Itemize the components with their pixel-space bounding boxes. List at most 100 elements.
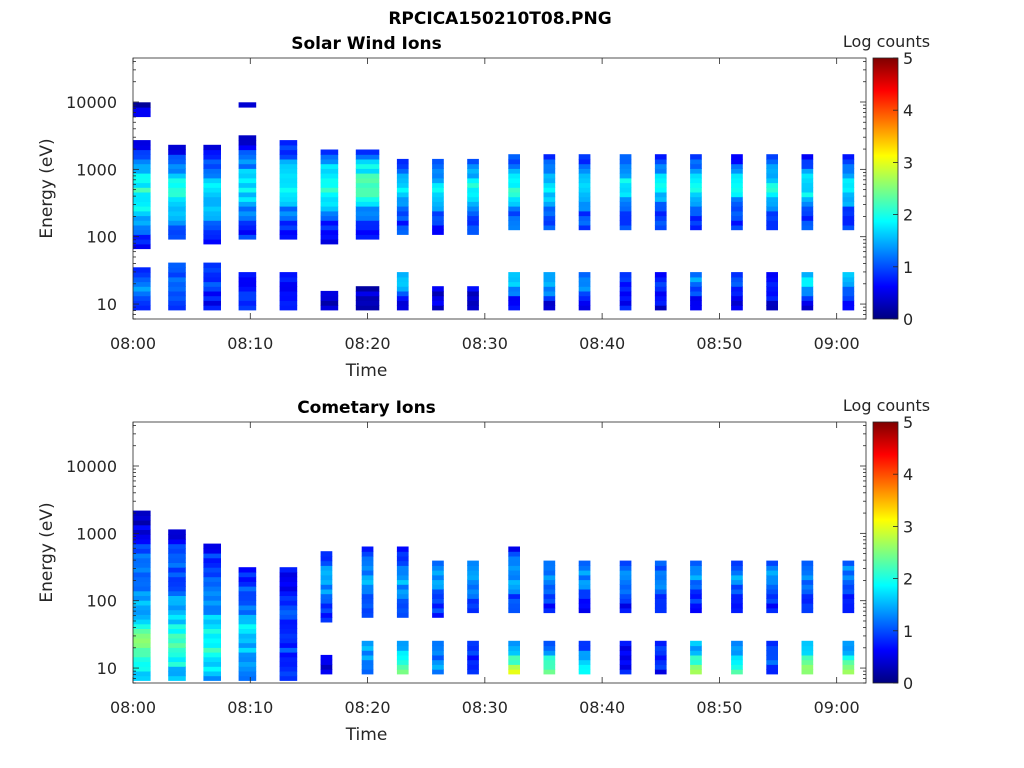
- heatmap-cell: [396, 546, 409, 552]
- heatmap-cell: [361, 555, 374, 562]
- heatmap-cell: [766, 570, 778, 576]
- heatmap-cell: [731, 187, 743, 193]
- heatmap-cell: [396, 290, 409, 297]
- heatmap-cell: [320, 617, 333, 623]
- heatmap-cell: [432, 664, 444, 670]
- heatmap-cell: [203, 548, 221, 554]
- heatmap-cell: [801, 163, 814, 169]
- heatmap-cell: [467, 603, 479, 609]
- heatmap-cell: [238, 281, 257, 287]
- heatmap-cell: [801, 565, 814, 571]
- heatmap-cell: [619, 300, 632, 306]
- heatmap-cell: [467, 229, 479, 235]
- heatmap-cell: [731, 574, 743, 581]
- heatmap-cell: [168, 210, 186, 217]
- heatmap-cell: [355, 305, 380, 311]
- heatmap-cell: [543, 654, 556, 661]
- heatmap-cell: [168, 262, 186, 268]
- heatmap-cell: [766, 654, 778, 661]
- heatmap-cell: [842, 650, 855, 656]
- colorbar-tick-label: 2: [903, 570, 913, 589]
- heatmap-cell: [133, 567, 151, 573]
- heatmap-cell: [396, 612, 409, 618]
- colorbar-label: Log counts: [843, 396, 930, 415]
- heatmap-cell: [766, 588, 778, 595]
- heatmap-cell: [361, 560, 374, 566]
- heatmap-cell: [396, 272, 409, 278]
- heatmap-cell: [238, 201, 257, 207]
- heatmap-cell: [355, 224, 380, 231]
- heatmap-cell: [432, 570, 444, 576]
- heatmap-cell: [238, 586, 257, 592]
- heatmap-cell: [731, 173, 743, 179]
- heatmap-cell: [842, 640, 855, 647]
- heatmap-cell: [320, 210, 339, 217]
- heatmap-cell: [543, 163, 556, 169]
- heatmap-cell: [168, 529, 186, 535]
- panel-title: Cometary Ions: [297, 398, 436, 418]
- heatmap-cell: [467, 650, 479, 656]
- heatmap-cell: [168, 149, 186, 155]
- heatmap-cell: [690, 168, 702, 174]
- heatmap-cell: [133, 224, 151, 231]
- heatmap-cell: [731, 588, 743, 595]
- heatmap-cell: [279, 281, 298, 287]
- heatmap-cell: [619, 187, 632, 193]
- heatmap-cell: [168, 295, 186, 301]
- heatmap-cell: [508, 187, 520, 193]
- heatmap-cell: [320, 191, 339, 198]
- heatmap-cell: [168, 619, 186, 625]
- heatmap-cell: [578, 593, 591, 599]
- heatmap-cell: [279, 675, 298, 681]
- heatmap-cell: [238, 234, 257, 240]
- heatmap-cell: [543, 281, 556, 287]
- x-tick-label: 09:00: [814, 334, 860, 353]
- heatmap-cell: [432, 224, 444, 231]
- heatmap-cell: [279, 149, 298, 155]
- heatmap-cell: [731, 640, 743, 647]
- heatmap-cell: [731, 206, 743, 212]
- heatmap-cell: [133, 149, 151, 155]
- heatmap-cell: [654, 669, 667, 675]
- heatmap-cell: [766, 645, 778, 651]
- heatmap-cell: [842, 210, 855, 217]
- heatmap-cell: [279, 276, 298, 283]
- heatmap-cell: [543, 565, 556, 571]
- x-tick-label: 08:50: [696, 334, 742, 353]
- heatmap-cell: [279, 206, 298, 212]
- heatmap-cell: [731, 603, 743, 609]
- heatmap-cell: [508, 640, 520, 647]
- heatmap-cell: [842, 220, 855, 226]
- heatmap-cell: [842, 215, 855, 221]
- heatmap-cell: [361, 664, 374, 670]
- heatmap-cell: [168, 557, 186, 563]
- heatmap-cell: [467, 305, 479, 311]
- heatmap-cell: [168, 229, 186, 235]
- heatmap-cell: [203, 154, 221, 160]
- heatmap-cell: [508, 560, 520, 566]
- heatmap-cell: [801, 206, 814, 212]
- heatmap-cell: [396, 645, 409, 651]
- heatmap-cell: [203, 595, 221, 601]
- heatmap-cell: [432, 579, 444, 585]
- heatmap-cell: [203, 614, 221, 620]
- heatmap-cell: [801, 168, 814, 174]
- heatmap-cell: [279, 590, 298, 596]
- heatmap-cell: [467, 640, 479, 647]
- heatmap-cell: [203, 666, 221, 672]
- heatmap-cell: [432, 196, 444, 202]
- heatmap-cell: [396, 229, 409, 235]
- heatmap-cell: [396, 210, 409, 217]
- heatmap-cell: [842, 206, 855, 212]
- heatmap-cell: [168, 534, 186, 540]
- heatmap-cell: [766, 295, 778, 301]
- x-tick-label: 09:00: [814, 698, 860, 717]
- heatmap-cell: [361, 598, 374, 604]
- heatmap-cell: [168, 609, 186, 615]
- heatmap-cell: [731, 579, 743, 585]
- heatmap-cell: [766, 158, 778, 165]
- heatmap-cell: [203, 295, 221, 301]
- heatmap-cell: [320, 182, 339, 188]
- heatmap-cell: [731, 290, 743, 297]
- heatmap-cell: [508, 158, 520, 165]
